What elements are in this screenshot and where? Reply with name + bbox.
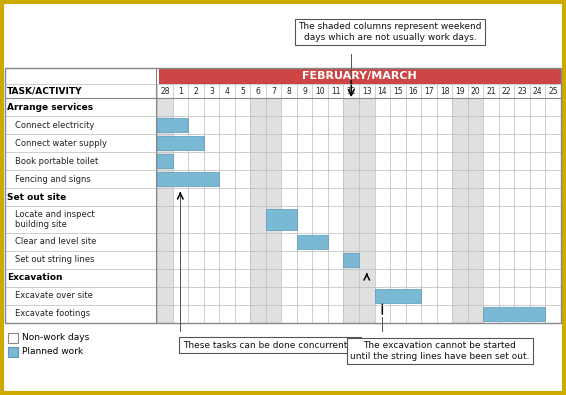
Bar: [483, 307, 546, 321]
Text: 3: 3: [209, 87, 214, 96]
Text: 20: 20: [471, 87, 481, 96]
Text: 23: 23: [517, 87, 527, 96]
Text: Arrange services: Arrange services: [7, 102, 93, 111]
Text: Excavate footings: Excavate footings: [15, 310, 90, 318]
Text: 24: 24: [533, 87, 542, 96]
Text: 5: 5: [240, 87, 245, 96]
Text: 1: 1: [178, 87, 183, 96]
Text: Set out string lines: Set out string lines: [15, 256, 95, 265]
Text: 6: 6: [256, 87, 260, 96]
Text: 14: 14: [378, 87, 387, 96]
Text: 9: 9: [302, 87, 307, 96]
Bar: [344, 98, 359, 323]
Bar: [5, 68, 561, 323]
Text: Connect water supply: Connect water supply: [15, 139, 107, 147]
Bar: [468, 98, 483, 323]
Bar: [344, 253, 359, 267]
Bar: [266, 209, 297, 230]
Text: 22: 22: [502, 87, 511, 96]
Text: 21: 21: [486, 87, 496, 96]
Text: 25: 25: [548, 87, 558, 96]
Bar: [157, 154, 173, 168]
Text: The shaded columns represent weekend
days which are not usually work days.: The shaded columns represent weekend day…: [298, 22, 482, 42]
Text: Book portable toilet: Book portable toilet: [15, 156, 98, 166]
Bar: [375, 289, 421, 303]
Text: 4: 4: [225, 87, 229, 96]
Text: Locate and inspect
building site: Locate and inspect building site: [15, 210, 95, 229]
Text: The excavation cannot be started
until the string lines have been set out.: The excavation cannot be started until t…: [350, 341, 530, 361]
Bar: [452, 98, 468, 323]
Text: 13: 13: [362, 87, 372, 96]
Bar: [297, 235, 328, 249]
Bar: [157, 136, 204, 150]
Text: 28: 28: [160, 87, 170, 96]
Text: TASK/ACTIVITY: TASK/ACTIVITY: [7, 87, 83, 96]
Bar: [5, 68, 159, 98]
Text: 19: 19: [455, 87, 465, 96]
Text: Excavate over site: Excavate over site: [15, 292, 93, 301]
Text: Planned work: Planned work: [22, 348, 83, 357]
Text: 17: 17: [424, 87, 434, 96]
Text: 2: 2: [194, 87, 198, 96]
Text: Clear and level site: Clear and level site: [15, 237, 96, 246]
Text: 8: 8: [287, 87, 291, 96]
Bar: [359, 98, 375, 323]
Text: Non-work days: Non-work days: [22, 333, 89, 342]
Text: These tasks can be done concurrently.: These tasks can be done concurrently.: [183, 340, 357, 350]
Bar: [266, 98, 281, 323]
Text: FEBRUARY/MARCH: FEBRUARY/MARCH: [302, 71, 417, 81]
Text: 15: 15: [393, 87, 402, 96]
Text: Excavation: Excavation: [7, 273, 62, 282]
Text: 10: 10: [315, 87, 325, 96]
Text: 11: 11: [331, 87, 340, 96]
Bar: [157, 172, 219, 186]
Text: Fencing and signs: Fencing and signs: [15, 175, 91, 184]
Text: 18: 18: [440, 87, 449, 96]
Text: 12: 12: [346, 87, 356, 96]
Bar: [8, 333, 18, 343]
Bar: [157, 118, 188, 132]
Bar: [157, 68, 561, 323]
Bar: [250, 98, 266, 323]
Bar: [8, 347, 18, 357]
Text: Connect electricity: Connect electricity: [15, 120, 95, 130]
Bar: [157, 98, 173, 323]
Text: 7: 7: [271, 87, 276, 96]
Text: Set out site: Set out site: [7, 192, 66, 201]
Text: 16: 16: [409, 87, 418, 96]
Bar: [157, 68, 561, 84]
Bar: [157, 84, 561, 98]
